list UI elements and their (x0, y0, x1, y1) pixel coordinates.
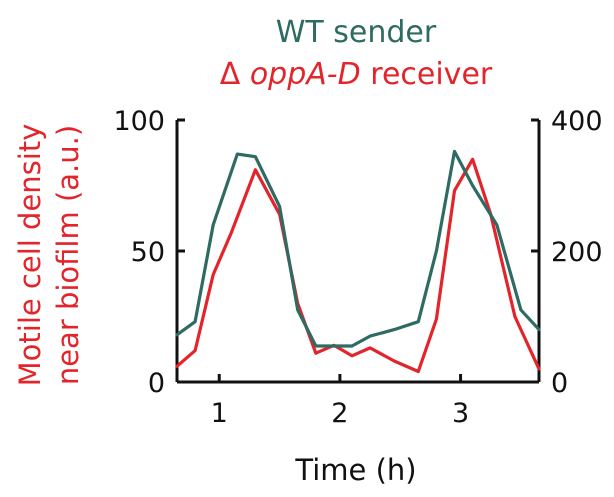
series-group (175, 149, 541, 374)
x-tick-label: 2 (331, 398, 348, 429)
y-left-tick-label: 50 (131, 237, 165, 268)
x-axis-title: Time (h) (294, 453, 416, 487)
y-right-tick-label: 400 (551, 106, 603, 137)
ticks: 1 2 3 0 50 100 0 200 400 (113, 106, 602, 429)
chart-title-line2: Δ oppA-D receiver (220, 57, 493, 92)
series-line-red (175, 157, 541, 374)
series-line-green (175, 149, 541, 348)
y-right-tick-label: 200 (551, 237, 603, 268)
x-tick-label: 3 (452, 398, 469, 429)
y-axis-title-line2: near biofilm (a.u.) (51, 125, 85, 385)
y-right-tick-label: 0 (551, 368, 568, 399)
y-left-tick-label: 0 (148, 368, 165, 399)
y-axis-title-2: near biofilm (a.u.) (51, 125, 85, 385)
title-gene: oppA-D (250, 57, 361, 92)
chart-title-line1: WT sender (276, 15, 437, 50)
y-left-tick-label: 100 (113, 106, 165, 137)
title-receiver: receiver (370, 57, 493, 92)
y-axis-title-line1: Motile cell density (13, 124, 47, 387)
title-delta: Δ (220, 57, 241, 92)
x-tick-label: 1 (211, 398, 228, 429)
y-axis-title: Motile cell density (13, 124, 47, 387)
